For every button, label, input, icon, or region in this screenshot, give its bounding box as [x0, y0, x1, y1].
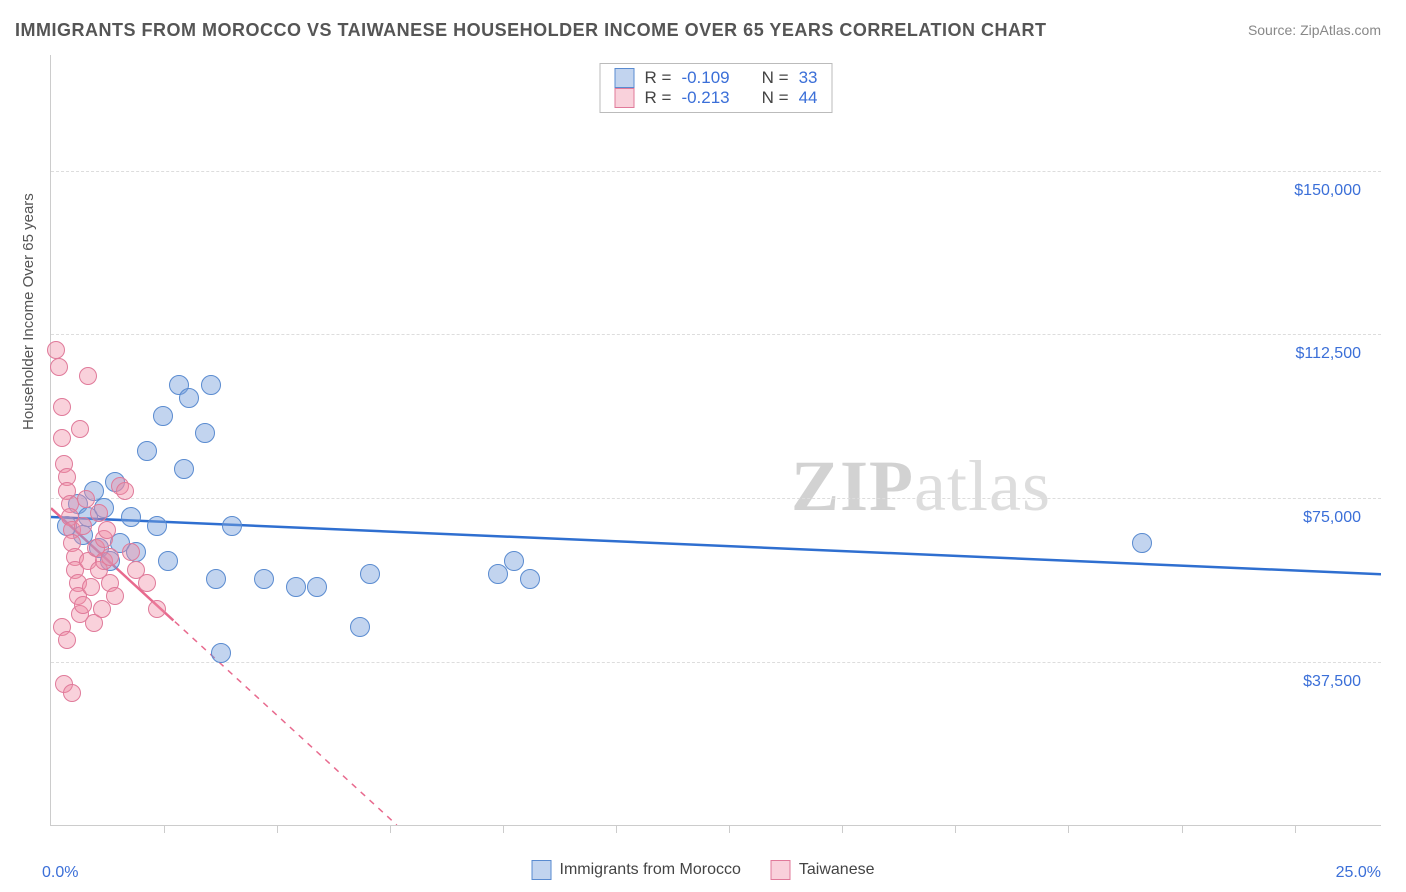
- data-point: [101, 548, 119, 566]
- x-tick: [616, 825, 617, 833]
- gridline: [51, 662, 1381, 663]
- data-point: [350, 617, 370, 637]
- gridline: [51, 498, 1381, 499]
- data-point: [138, 574, 156, 592]
- data-point: [121, 507, 141, 527]
- data-point: [53, 429, 71, 447]
- stats-row: R = -0.109 N = 33: [615, 68, 818, 88]
- data-point: [174, 459, 194, 479]
- data-point: [147, 516, 167, 536]
- y-tick-label: $112,500: [1295, 345, 1361, 363]
- chart-title: IMMIGRANTS FROM MOROCCO VS TAIWANESE HOU…: [15, 20, 1047, 41]
- n-value: 44: [799, 88, 818, 108]
- data-point: [53, 398, 71, 416]
- data-point: [122, 543, 140, 561]
- x-tick: [729, 825, 730, 833]
- x-axis-min: 0.0%: [42, 864, 78, 882]
- stats-legend-box: R = -0.109 N = 33 R = -0.213 N = 44: [600, 63, 833, 113]
- data-point: [153, 406, 173, 426]
- gridline: [51, 334, 1381, 335]
- data-point: [74, 517, 92, 535]
- data-point: [222, 516, 242, 536]
- r-value: -0.109: [681, 68, 729, 88]
- n-value: 33: [799, 68, 818, 88]
- data-point: [307, 577, 327, 597]
- n-label: N =: [762, 88, 789, 108]
- legend-bottom: Immigrants from Morocco Taiwanese: [532, 860, 875, 880]
- data-point: [116, 482, 134, 500]
- r-label: R =: [645, 88, 672, 108]
- data-point: [137, 441, 157, 461]
- x-tick: [164, 825, 165, 833]
- data-point: [488, 564, 508, 584]
- r-value: -0.213: [681, 88, 729, 108]
- watermark-atlas: atlas: [914, 446, 1051, 526]
- legend-swatch: [615, 68, 635, 88]
- data-point: [254, 569, 274, 589]
- x-tick: [503, 825, 504, 833]
- data-point: [360, 564, 380, 584]
- data-point: [71, 420, 89, 438]
- x-tick: [1295, 825, 1296, 833]
- y-tick-label: $37,500: [1303, 673, 1361, 691]
- stats-row: R = -0.213 N = 44: [615, 88, 818, 108]
- data-point: [98, 521, 116, 539]
- legend-item: Immigrants from Morocco: [532, 860, 741, 880]
- data-point: [90, 504, 108, 522]
- data-point: [58, 631, 76, 649]
- n-label: N =: [762, 68, 789, 88]
- x-axis-max: 25.0%: [1336, 864, 1381, 882]
- data-point: [79, 367, 97, 385]
- legend-label: Taiwanese: [799, 861, 875, 879]
- data-point: [286, 577, 306, 597]
- data-point: [520, 569, 540, 589]
- data-point: [63, 684, 81, 702]
- x-tick: [1182, 825, 1183, 833]
- trend-line: [51, 517, 1381, 574]
- data-point: [93, 600, 111, 618]
- watermark-zip: ZIP: [791, 446, 914, 526]
- x-tick: [955, 825, 956, 833]
- x-tick: [842, 825, 843, 833]
- data-point: [195, 423, 215, 443]
- data-point: [148, 600, 166, 618]
- x-tick: [277, 825, 278, 833]
- data-point: [1132, 533, 1152, 553]
- data-point: [82, 578, 100, 596]
- y-tick-label: $150,000: [1294, 182, 1361, 200]
- x-tick: [1068, 825, 1069, 833]
- data-point: [201, 375, 221, 395]
- legend-item: Taiwanese: [771, 860, 875, 880]
- data-point: [504, 551, 524, 571]
- legend-swatch: [532, 860, 552, 880]
- x-tick: [390, 825, 391, 833]
- y-axis-label: Householder Income Over 65 years: [20, 193, 37, 430]
- legend-swatch: [771, 860, 791, 880]
- source-text: Source: ZipAtlas.com: [1248, 22, 1381, 38]
- y-tick-label: $75,000: [1303, 509, 1361, 527]
- data-point: [47, 341, 65, 359]
- data-point: [211, 643, 231, 663]
- data-point: [158, 551, 178, 571]
- legend-swatch: [615, 88, 635, 108]
- data-point: [50, 358, 68, 376]
- gridline: [51, 171, 1381, 172]
- plot-area: ZIPatlas R = -0.109 N = 33 R = -0.213 N = 44 $3…: [50, 55, 1381, 826]
- watermark: ZIPatlas: [791, 445, 1051, 528]
- data-point: [206, 569, 226, 589]
- data-point: [74, 596, 92, 614]
- data-point: [106, 587, 124, 605]
- r-label: R =: [645, 68, 672, 88]
- data-point: [179, 388, 199, 408]
- legend-label: Immigrants from Morocco: [560, 861, 741, 879]
